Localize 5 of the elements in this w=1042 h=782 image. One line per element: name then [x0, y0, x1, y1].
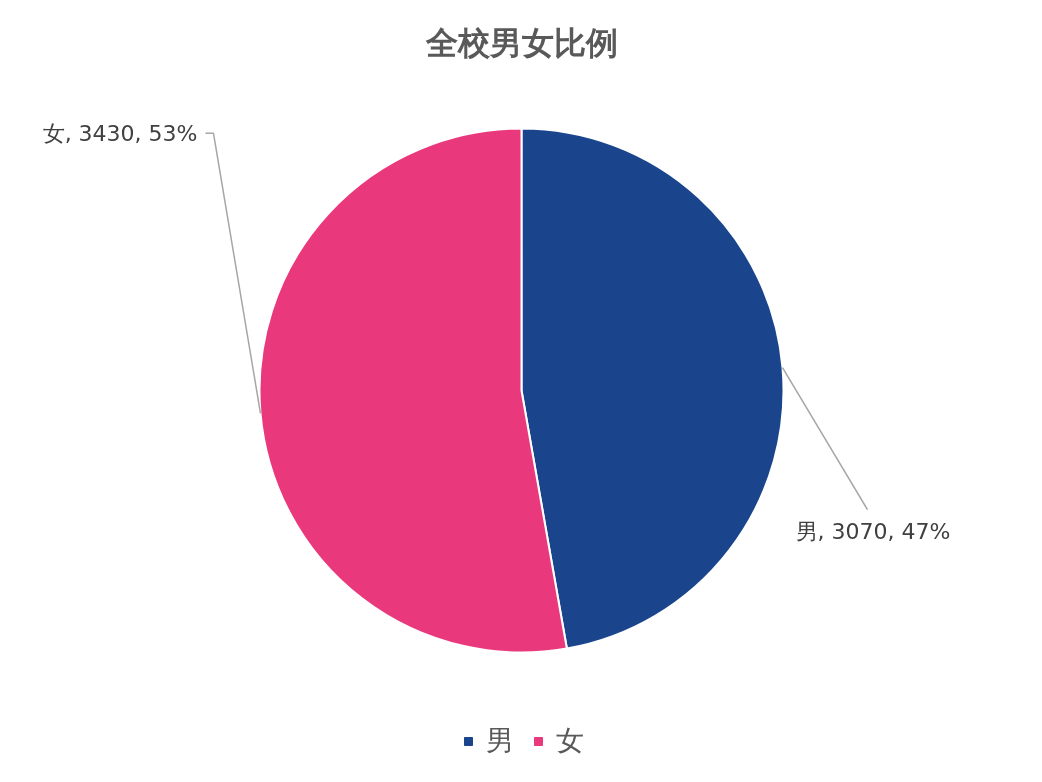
data-label: 男, 3070, 47% [795, 519, 951, 545]
chart-title: 全校男女比例 [424, 23, 618, 62]
legend-label: 女 [556, 723, 584, 759]
legend-label: 男 [486, 723, 514, 759]
data-label: 女, 3430, 53% [42, 120, 198, 146]
